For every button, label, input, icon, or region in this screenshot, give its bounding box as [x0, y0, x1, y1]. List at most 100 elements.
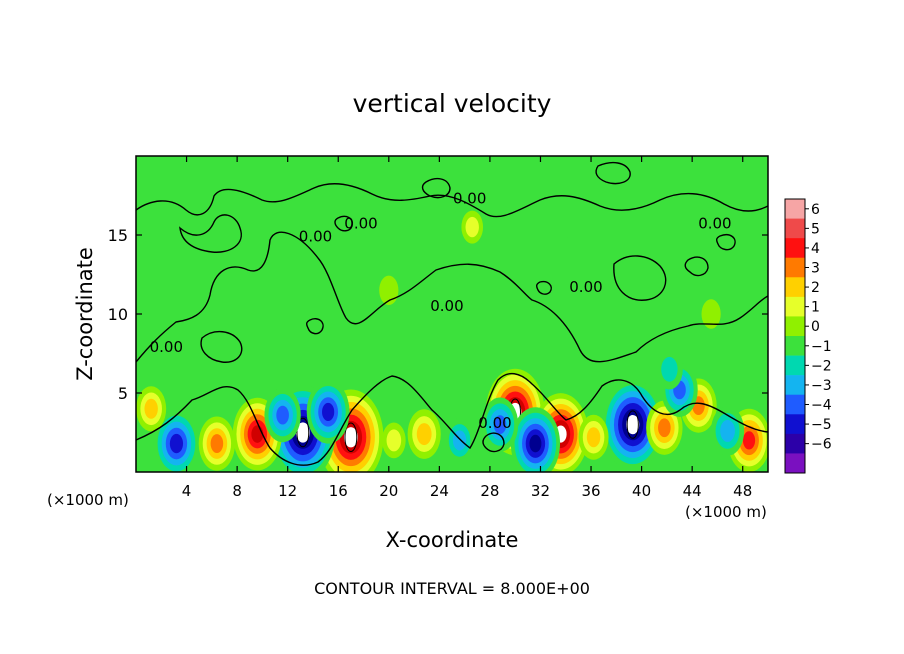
y-tick-label: 15 — [108, 226, 128, 245]
contour-value-label: 0.00 — [150, 338, 183, 356]
chart-title: vertical velocity — [353, 89, 552, 118]
field-level — [465, 216, 479, 238]
field-level — [557, 237, 575, 265]
x-tick-label: 28 — [480, 482, 499, 500]
field-feature — [198, 416, 236, 471]
contour-line — [136, 183, 768, 218]
colorbar-tick-label: 3 — [811, 261, 820, 277]
field-level — [343, 427, 358, 448]
x-tick-label: 8 — [232, 482, 242, 500]
plot-area: 0.000.000.000.000.000.000.000.00 4 8 12 16 2… — [108, 155, 769, 500]
colorbar-swatch — [785, 238, 805, 259]
field-level — [742, 431, 756, 450]
field-level — [658, 418, 671, 438]
zero-contours — [136, 161, 768, 466]
field-level — [379, 275, 399, 305]
field-level — [251, 425, 264, 443]
field-feature — [461, 210, 484, 244]
x-tick-label: 36 — [581, 482, 600, 500]
x-tick-label: 24 — [430, 482, 449, 500]
x-tick-label: 44 — [683, 482, 702, 500]
x-tick-label: 4 — [182, 482, 192, 500]
field-feature — [306, 380, 350, 444]
colorbar-tick-label: 5 — [811, 221, 820, 237]
field-feature — [481, 397, 519, 452]
field-level — [416, 423, 432, 446]
colorbar-swatch — [785, 316, 805, 337]
colorbar-tick-label: −4 — [811, 398, 832, 414]
field-feature — [601, 379, 664, 471]
contour-line — [613, 255, 667, 301]
contour-value-label: 0.00 — [299, 227, 332, 245]
field-level — [493, 415, 507, 434]
x-tick-label: 20 — [379, 482, 398, 500]
colorbar-tick-label: 4 — [811, 241, 820, 257]
contour-line — [716, 234, 736, 251]
contour-line — [684, 256, 709, 277]
contour-value-label: 0.00 — [478, 414, 511, 432]
x-tick-label: 12 — [278, 482, 297, 500]
colorbar-swatch — [785, 453, 805, 474]
field-level — [529, 434, 542, 453]
field-level — [276, 405, 289, 425]
velocity-field — [136, 210, 768, 472]
field-feature — [578, 414, 609, 460]
contour-line — [344, 422, 358, 453]
x-tick-label: 16 — [329, 482, 348, 500]
contour-value-label: 0.00 — [569, 278, 602, 296]
field-feature — [153, 409, 200, 472]
field-level — [701, 299, 721, 329]
field-feature — [710, 406, 745, 456]
colorbar-tick-label: −2 — [811, 358, 832, 374]
contour-line — [595, 161, 631, 185]
contour-interval: CONTOUR INTERVAL = 8.000E+00 — [314, 579, 590, 598]
colorbar-frame — [784, 198, 806, 474]
colorbar-tick-label: 1 — [811, 300, 820, 316]
colorbar-swatch — [785, 199, 805, 219]
contour-line — [626, 410, 639, 439]
field-feature — [444, 417, 475, 463]
contour-line — [296, 417, 310, 448]
field-feature — [510, 407, 561, 472]
contour-line — [334, 215, 353, 232]
field-feature — [701, 299, 721, 329]
contour-line — [200, 331, 243, 363]
x-unit-left: (×1000 m) — [47, 491, 129, 509]
colorbar-tick-label: −6 — [811, 437, 832, 453]
field-level — [210, 434, 224, 453]
colorbar-tick-label: −5 — [811, 417, 832, 433]
y-tick-label: 5 — [118, 384, 128, 403]
field-level — [386, 429, 402, 452]
field-level — [661, 356, 678, 382]
colorbar-swatch — [785, 414, 805, 435]
colorbar-swatch — [785, 336, 805, 356]
x-tick-label: 48 — [733, 482, 752, 500]
colorbar-tick-label: −3 — [811, 378, 832, 394]
field-level — [720, 419, 735, 442]
contour-line — [536, 280, 552, 295]
field-feature — [382, 422, 406, 459]
colorbar-tick-label: 6 — [811, 202, 820, 218]
field-level — [169, 433, 184, 454]
x-tick-label: 40 — [632, 482, 651, 500]
contour-labels: 0.00 0.00 0.00 0.00 0.00 0.00 0.00 0.00 — [150, 189, 732, 431]
field-feature — [557, 237, 575, 265]
colorbar: 6 5 4 3 2 1 0 −1 −2 −3 −4 −5 −6 — [784, 198, 832, 474]
contour-line — [306, 318, 324, 335]
field-level — [295, 422, 310, 443]
colorbar-swatch — [785, 375, 805, 396]
field-feature — [379, 275, 399, 305]
field-level — [322, 402, 335, 422]
contour-value-label: 0.00 — [344, 215, 377, 233]
colorbar-swatch — [785, 218, 805, 239]
colorbar-swatch — [785, 277, 805, 298]
colorbar-tick-label: −1 — [811, 339, 832, 355]
colorbar-swatch — [785, 433, 805, 454]
contour-value-label: 0.00 — [698, 215, 731, 233]
y-tick-label: 10 — [108, 305, 128, 324]
y-axis-label: Z-coordinate — [73, 247, 97, 381]
y-axis: 5 10 15 — [108, 226, 768, 403]
x-tick-label: 32 — [531, 482, 550, 500]
field-feature — [407, 409, 441, 459]
contour-line — [482, 432, 505, 453]
